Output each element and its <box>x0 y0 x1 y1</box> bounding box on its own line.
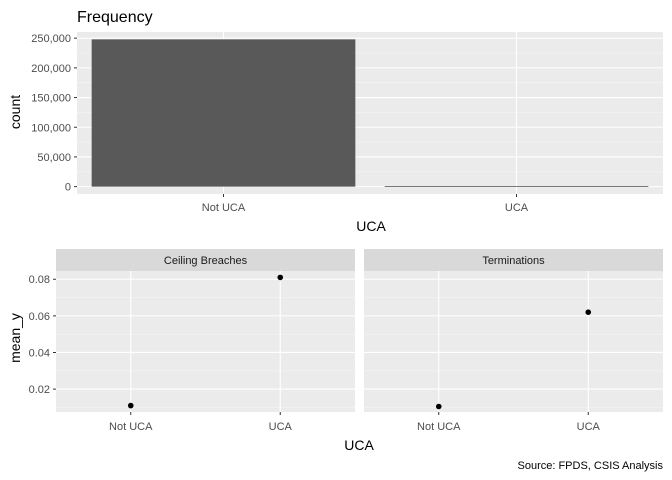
source-caption: Source: FPDS, CSIS Analysis <box>518 460 664 472</box>
point-terminations-uca <box>585 309 592 316</box>
bottom-x-axis-title: UCA <box>344 437 374 453</box>
point-ceiling-breaches-not-uca <box>127 402 134 409</box>
top-y-axis: 0 50,000 100,000 150,000 200,000 250,000 <box>31 33 77 194</box>
top-y-tick-label: 250,000 <box>31 33 71 45</box>
top-chart-title: Frequency <box>77 9 153 26</box>
bar-not-uca <box>91 39 356 187</box>
top-y-tick-label: 200,000 <box>31 63 71 75</box>
bottom-y-tick-label: 0.08 <box>29 274 50 286</box>
facet-x-tick-label: UCA <box>577 421 601 433</box>
top-y-axis-title: count <box>7 95 23 129</box>
top-y-tick-label: 150,000 <box>31 93 71 105</box>
point-terminations-not-uca <box>435 403 442 410</box>
facet-x-tick-label: Not UCA <box>417 421 461 433</box>
top-x-tick-label: UCA <box>505 202 529 214</box>
bottom-y-axis: 0.02 0.04 0.06 0.08 <box>29 274 56 396</box>
bottom-y-tick-label: 0.06 <box>29 311 50 323</box>
bottom-y-axis-title: mean_y <box>7 313 23 363</box>
facet-panel-ceiling-breaches <box>56 271 355 412</box>
facet-points-terminations <box>435 309 592 410</box>
top-bars <box>91 39 649 187</box>
facet-panel-terminations <box>364 271 663 412</box>
facet-x-tick-label: Not UCA <box>109 421 153 433</box>
facet-grid-terminations <box>364 271 663 412</box>
top-y-tick-label: 50,000 <box>37 152 71 164</box>
top-y-tick-label: 0 <box>65 182 71 194</box>
bottom-y-tick-label: 0.04 <box>29 347 50 359</box>
facet-label-ceiling-breaches: Ceiling Breaches <box>164 255 248 267</box>
facet-x-axis-ceiling-breaches: Not UCA UCA <box>109 412 293 433</box>
top-y-tick-label: 100,000 <box>31 122 71 134</box>
facet-label-terminations: Terminations <box>482 255 545 267</box>
facet-points-ceiling-breaches <box>127 274 284 409</box>
top-x-tick-label: Not UCA <box>202 202 246 214</box>
bottom-y-tick-label: 0.02 <box>29 384 50 396</box>
facet-strip-ceiling-breaches <box>56 249 355 271</box>
point-ceiling-breaches-uca <box>277 274 284 281</box>
facet-grid-ceiling-breaches <box>56 271 355 412</box>
top-x-axis-title: UCA <box>356 218 386 234</box>
top-x-axis: Not UCA UCA <box>202 194 529 214</box>
bar-uca <box>384 186 649 187</box>
facet-strip-terminations <box>364 249 663 271</box>
facet-x-axis-terminations: Not UCA UCA <box>417 412 601 433</box>
facet-x-tick-label: UCA <box>269 421 293 433</box>
